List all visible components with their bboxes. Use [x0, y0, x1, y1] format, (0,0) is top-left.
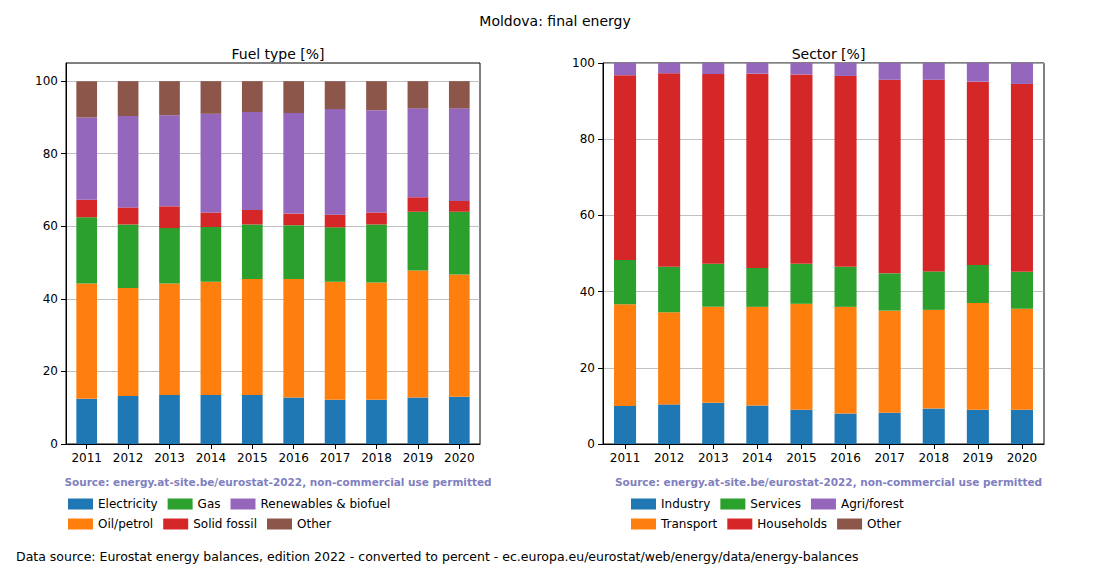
svg-text:0: 0: [50, 437, 58, 451]
svg-text:40: 40: [580, 285, 595, 299]
svg-text:20: 20: [43, 364, 58, 378]
svg-text:Agri/forest: Agri/forest: [841, 497, 904, 511]
svg-text:Source: energy.at-site.be/euro: Source: energy.at-site.be/eurostat-2022,…: [615, 476, 1042, 488]
svg-text:2016: 2016: [830, 451, 861, 465]
svg-text:Households: Households: [757, 517, 827, 531]
svg-text:Other: Other: [297, 517, 331, 531]
svg-text:2019: 2019: [963, 451, 994, 465]
svg-text:Solid fossil: Solid fossil: [193, 517, 257, 531]
svg-text:Moldova: final energy: Moldova: final energy: [479, 13, 630, 29]
svg-text:20: 20: [580, 361, 595, 375]
svg-text:100: 100: [35, 74, 58, 88]
svg-text:2016: 2016: [278, 451, 309, 465]
svg-text:2020: 2020: [444, 451, 475, 465]
svg-text:2013: 2013: [698, 451, 729, 465]
svg-text:2012: 2012: [654, 451, 685, 465]
svg-text:2012: 2012: [113, 451, 144, 465]
svg-text:2017: 2017: [320, 451, 351, 465]
svg-text:2011: 2011: [71, 451, 102, 465]
svg-text:Services: Services: [750, 497, 801, 511]
svg-text:2013: 2013: [154, 451, 185, 465]
svg-text:Industry: Industry: [661, 497, 710, 511]
svg-text:Transport: Transport: [660, 517, 718, 531]
svg-text:2018: 2018: [918, 451, 949, 465]
svg-text:2014: 2014: [742, 451, 773, 465]
svg-text:2017: 2017: [874, 451, 905, 465]
svg-text:2015: 2015: [237, 451, 268, 465]
svg-text:0: 0: [587, 437, 595, 451]
svg-text:Oil/petrol: Oil/petrol: [98, 517, 153, 531]
svg-text:Sector [%]: Sector [%]: [792, 46, 866, 62]
svg-text:2018: 2018: [361, 451, 392, 465]
svg-text:Gas: Gas: [198, 497, 221, 511]
svg-text:40: 40: [43, 292, 58, 306]
svg-text:Fuel type [%]: Fuel type [%]: [231, 46, 324, 62]
svg-text:Renewables & biofuel: Renewables & biofuel: [261, 497, 391, 511]
svg-text:Data source: Eurostat energy b: Data source: Eurostat energy balances, e…: [16, 549, 858, 564]
svg-text:100: 100: [572, 56, 595, 70]
svg-text:Electricity: Electricity: [98, 497, 158, 511]
svg-text:Other: Other: [867, 517, 901, 531]
svg-text:2015: 2015: [786, 451, 817, 465]
svg-text:Source: energy.at-site.be/euro: Source: energy.at-site.be/eurostat-2022,…: [64, 476, 491, 488]
svg-text:2014: 2014: [196, 451, 227, 465]
svg-text:60: 60: [43, 219, 58, 233]
svg-text:2011: 2011: [610, 451, 641, 465]
svg-text:80: 80: [580, 132, 595, 146]
svg-text:2019: 2019: [403, 451, 434, 465]
svg-text:2020: 2020: [1007, 451, 1038, 465]
svg-text:60: 60: [580, 208, 595, 222]
svg-text:80: 80: [43, 147, 58, 161]
